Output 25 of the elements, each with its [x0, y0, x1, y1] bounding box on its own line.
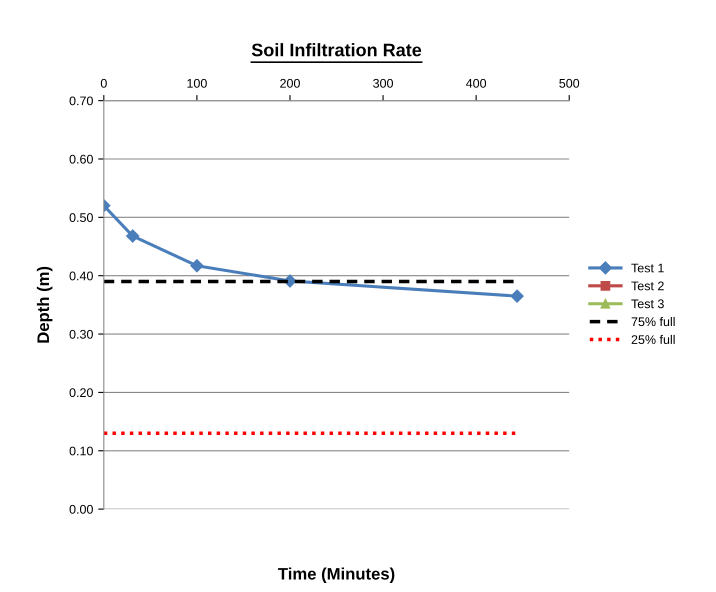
- legend-label: Test 3: [631, 299, 664, 308]
- y-tick-label: 0.60: [70, 154, 93, 164]
- point: [510, 290, 524, 303]
- y-axis-title: Depth (m): [36, 266, 52, 343]
- y-tick-label: 0.20: [70, 388, 93, 398]
- y-tick-label: 0.40: [70, 272, 93, 280]
- x-tick-label: 400: [466, 78, 486, 88]
- x-tick-label: 300: [373, 78, 393, 88]
- legend-label: Test 1: [631, 264, 664, 272]
- y-tick-label: 0.30: [70, 330, 93, 339]
- point: [190, 259, 204, 272]
- y-tick-label: 0.00: [70, 504, 93, 514]
- legend-label: 25% full: [632, 334, 675, 344]
- y-tick-label: 0.70: [70, 96, 93, 106]
- y-tick-label: 0.50: [70, 213, 93, 222]
- x-tick-label: 500: [559, 78, 580, 88]
- point: [126, 229, 140, 243]
- chart-title: Soil Infiltration Rate: [252, 43, 422, 56]
- x-tick-label: 0: [100, 78, 107, 88]
- legend-label: 75% full: [632, 316, 675, 326]
- x-tick-label: 100: [187, 78, 207, 88]
- y-tick-label: 0.10: [70, 446, 93, 456]
- x-axis-title: Time (Minutes): [278, 567, 394, 583]
- x-tick-label: 200: [280, 78, 300, 88]
- legend-label: Test 2: [631, 281, 664, 290]
